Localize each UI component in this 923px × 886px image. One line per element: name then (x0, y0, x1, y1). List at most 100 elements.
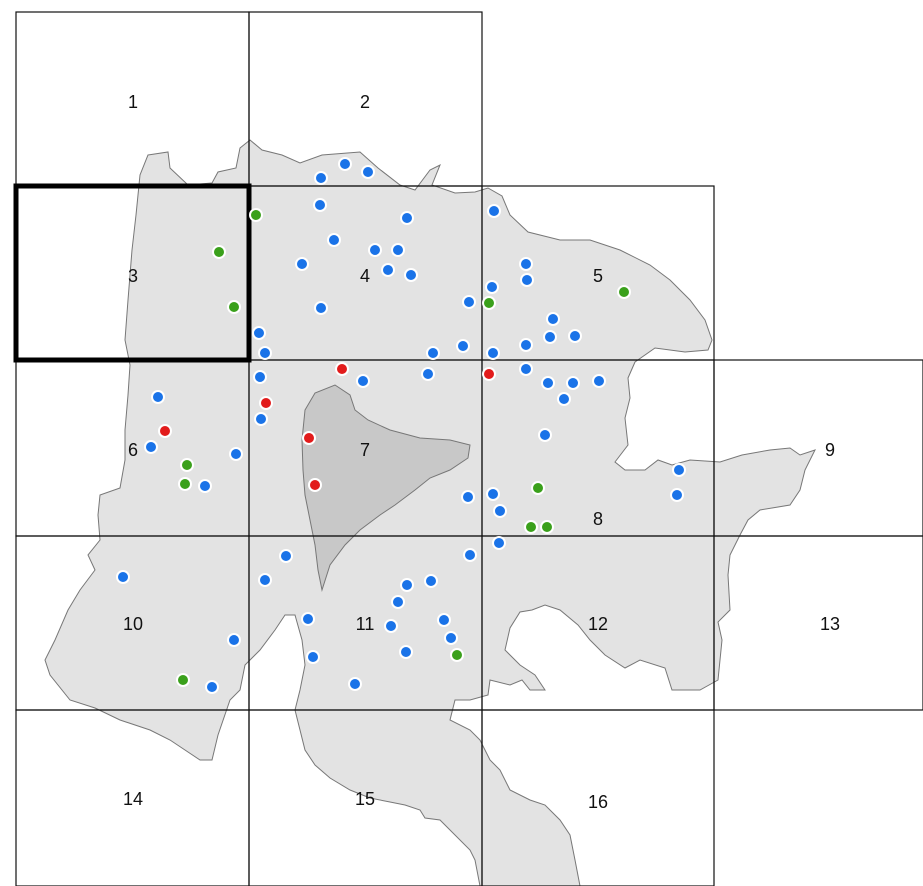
blue-map-marker[interactable] (519, 362, 533, 376)
green-map-marker[interactable] (212, 245, 226, 259)
grid-cell-label: 13 (820, 614, 840, 634)
green-map-marker[interactable] (617, 285, 631, 299)
blue-map-marker[interactable] (456, 339, 470, 353)
blue-map-marker[interactable] (568, 329, 582, 343)
grid-cell-16[interactable] (481, 709, 715, 886)
green-map-marker[interactable] (482, 296, 496, 310)
blue-map-marker[interactable] (229, 447, 243, 461)
blue-map-marker[interactable] (348, 677, 362, 691)
blue-map-marker[interactable] (538, 428, 552, 442)
blue-map-marker[interactable] (486, 487, 500, 501)
grid-cell-label: 6 (128, 440, 138, 460)
blue-map-marker[interactable] (557, 392, 571, 406)
green-map-marker[interactable] (178, 477, 192, 491)
green-map-marker[interactable] (249, 208, 263, 222)
green-map-marker[interactable] (180, 458, 194, 472)
blue-map-marker[interactable] (485, 280, 499, 294)
red-map-marker[interactable] (302, 431, 316, 445)
blue-map-marker[interactable] (519, 338, 533, 352)
green-map-marker[interactable] (531, 481, 545, 495)
grid-cell-label: 15 (355, 789, 375, 809)
blue-map-marker[interactable] (486, 346, 500, 360)
blue-map-marker[interactable] (368, 243, 382, 257)
blue-map-marker[interactable] (421, 367, 435, 381)
blue-map-marker[interactable] (144, 440, 158, 454)
grid-cell-label: 16 (588, 792, 608, 812)
blue-map-marker[interactable] (356, 374, 370, 388)
blue-map-marker[interactable] (391, 243, 405, 257)
red-map-marker[interactable] (482, 367, 496, 381)
blue-map-marker[interactable] (444, 631, 458, 645)
grid-cell-label: 12 (588, 614, 608, 634)
red-map-marker[interactable] (259, 396, 273, 410)
green-map-marker[interactable] (227, 300, 241, 314)
blue-map-marker[interactable] (314, 171, 328, 185)
blue-map-marker[interactable] (592, 374, 606, 388)
blue-map-marker[interactable] (384, 619, 398, 633)
blue-map-marker[interactable] (327, 233, 341, 247)
blue-map-marker[interactable] (151, 390, 165, 404)
blue-map-marker[interactable] (254, 412, 268, 426)
blue-map-marker[interactable] (566, 376, 580, 390)
blue-map-marker[interactable] (313, 198, 327, 212)
blue-map-marker[interactable] (301, 612, 315, 626)
red-map-marker[interactable] (308, 478, 322, 492)
grid-cell-label: 9 (825, 440, 835, 460)
blue-map-marker[interactable] (205, 680, 219, 694)
blue-map-marker[interactable] (493, 504, 507, 518)
blue-map-marker[interactable] (306, 650, 320, 664)
blue-map-marker[interactable] (670, 488, 684, 502)
blue-map-marker[interactable] (361, 165, 375, 179)
blue-map-marker[interactable] (461, 490, 475, 504)
green-map-marker[interactable] (450, 648, 464, 662)
blue-map-marker[interactable] (424, 574, 438, 588)
blue-map-marker[interactable] (519, 257, 533, 271)
blue-map-marker[interactable] (295, 257, 309, 271)
blue-map-marker[interactable] (400, 578, 414, 592)
blue-map-marker[interactable] (279, 549, 293, 563)
blue-map-marker[interactable] (520, 273, 534, 287)
grid-cell-label: 10 (123, 614, 143, 634)
grid-layer (13, 11, 923, 886)
blue-map-marker[interactable] (541, 376, 555, 390)
blue-map-marker[interactable] (258, 573, 272, 587)
blue-map-marker[interactable] (426, 346, 440, 360)
blue-map-marker[interactable] (391, 595, 405, 609)
blue-map-marker[interactable] (381, 263, 395, 277)
blue-map-marker[interactable] (253, 370, 267, 384)
blue-map-marker[interactable] (314, 301, 328, 315)
red-map-marker[interactable] (158, 424, 172, 438)
blue-map-marker[interactable] (338, 157, 352, 171)
blue-map-marker[interactable] (404, 268, 418, 282)
green-map-marker[interactable] (540, 520, 554, 534)
blue-map-marker[interactable] (198, 479, 212, 493)
blue-map-marker[interactable] (437, 613, 451, 627)
blue-map-marker[interactable] (487, 204, 501, 218)
grid-cell-label: 11 (356, 614, 375, 634)
grid-cell-label: 5 (593, 266, 603, 286)
grid-cell-13[interactable] (713, 535, 923, 711)
grid-cell-label: 4 (360, 266, 370, 286)
blue-map-marker[interactable] (492, 536, 506, 550)
green-map-marker[interactable] (176, 673, 190, 687)
grid-cell-label: 14 (123, 789, 143, 809)
blue-map-marker[interactable] (546, 312, 560, 326)
blue-map-marker[interactable] (672, 463, 686, 477)
green-map-marker[interactable] (524, 520, 538, 534)
central-district (301, 384, 471, 592)
blue-map-marker[interactable] (543, 330, 557, 344)
grid-cell-label: 3 (128, 266, 138, 286)
blue-map-marker[interactable] (252, 326, 266, 340)
blue-map-marker[interactable] (227, 633, 241, 647)
blue-map-marker[interactable] (258, 346, 272, 360)
blue-map-marker[interactable] (116, 570, 130, 584)
grid-cell-label: 1 (128, 92, 138, 112)
blue-map-marker[interactable] (400, 211, 414, 225)
blue-map-marker[interactable] (463, 548, 477, 562)
red-map-marker[interactable] (335, 362, 349, 376)
blue-map-marker[interactable] (462, 295, 476, 309)
blue-map-marker[interactable] (399, 645, 413, 659)
